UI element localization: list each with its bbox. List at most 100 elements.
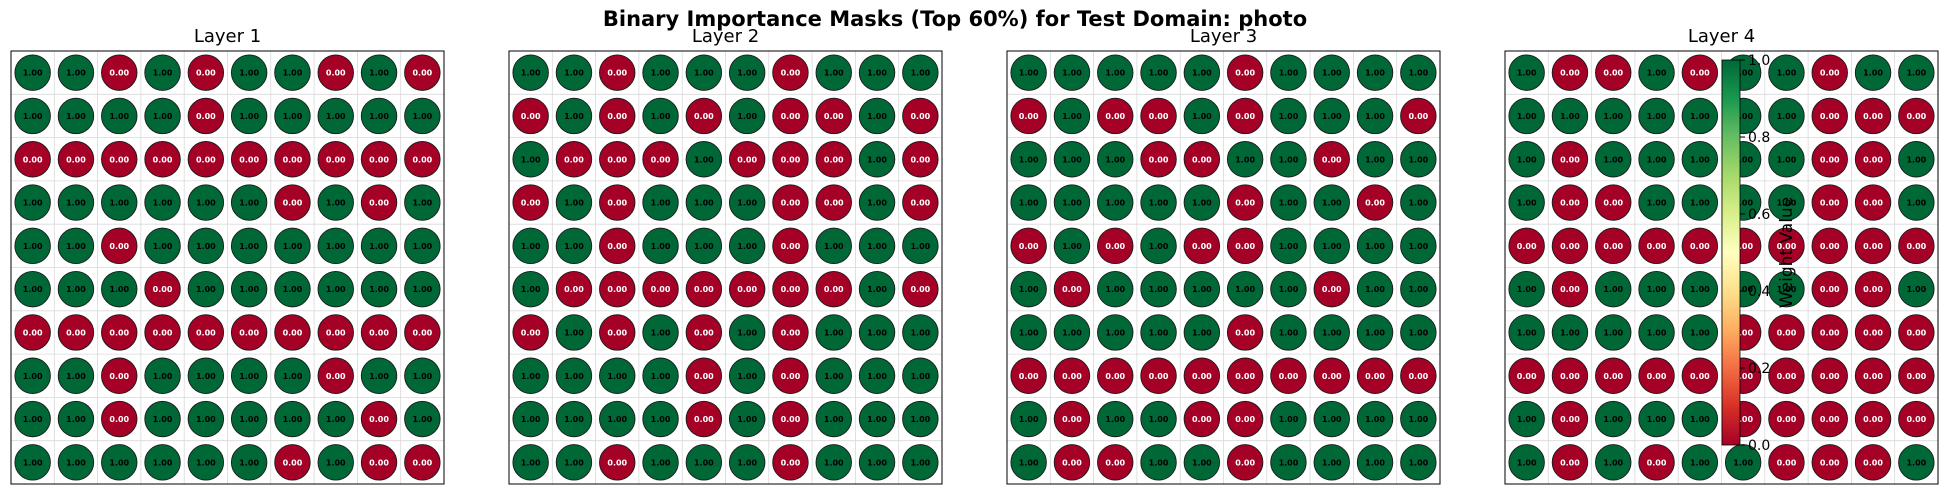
cell-value-label: 1.00 bbox=[1690, 328, 1710, 337]
mask-cell bbox=[685, 270, 723, 308]
mask-cell bbox=[1226, 97, 1264, 135]
cell-value-label: 1.00 bbox=[867, 155, 887, 164]
cell-value-label: 1.00 bbox=[1235, 285, 1255, 294]
mask-cell bbox=[274, 314, 311, 351]
cell-value-label: 1.00 bbox=[1777, 155, 1797, 164]
cell-value-label: 1.00 bbox=[1279, 285, 1299, 294]
mask-cell bbox=[815, 270, 852, 308]
cell-value-label: 1.00 bbox=[1647, 415, 1667, 424]
mask-cell bbox=[1010, 314, 1047, 351]
colorbar-tick-label: 0.6 bbox=[1748, 207, 1770, 223]
mask-cell bbox=[1768, 184, 1805, 221]
mask-cell bbox=[1270, 141, 1307, 178]
mask-cell bbox=[1854, 227, 1892, 265]
cell-value-label: 1.00 bbox=[1408, 458, 1428, 467]
mask-cell bbox=[101, 270, 138, 308]
mask-cell bbox=[1183, 184, 1221, 221]
cell-value-label: 1.00 bbox=[153, 372, 173, 381]
mask-cell bbox=[144, 357, 181, 394]
mask-cell bbox=[317, 184, 354, 221]
mask-cell bbox=[1400, 444, 1437, 481]
cell-value-label: 1.00 bbox=[1560, 328, 1580, 337]
colorbar-tick-label: 0.8 bbox=[1748, 130, 1770, 146]
cell-value-label: 0.00 bbox=[1517, 372, 1537, 381]
cell-value-label: 1.00 bbox=[1863, 69, 1883, 78]
mask-cell bbox=[1508, 184, 1545, 221]
cell-value-label: 1.00 bbox=[1733, 458, 1753, 467]
cell-value-label: 1.00 bbox=[564, 199, 584, 208]
cell-value-label: 0.00 bbox=[1192, 155, 1212, 164]
mask-cell bbox=[1551, 400, 1589, 438]
mask-cell bbox=[1226, 444, 1264, 481]
cell-value-label: 1.00 bbox=[1192, 458, 1212, 467]
cell-value-label: 0.00 bbox=[1235, 328, 1255, 337]
mask-cell bbox=[101, 227, 138, 265]
cell-value-label: 0.00 bbox=[1019, 112, 1039, 121]
cell-value-label: 1.00 bbox=[1365, 112, 1385, 121]
mask-cell bbox=[1270, 184, 1307, 221]
mask-cell bbox=[512, 270, 549, 308]
cell-value-label: 0.00 bbox=[1235, 69, 1255, 78]
mask-cell bbox=[1010, 54, 1047, 91]
mask-cell bbox=[1681, 97, 1719, 135]
cell-value-label: 1.00 bbox=[1062, 69, 1082, 78]
mask-cell bbox=[858, 227, 896, 265]
cell-value-label: 1.00 bbox=[1906, 155, 1926, 164]
cell-value-label: 1.00 bbox=[1647, 285, 1667, 294]
cell-value-label: 0.00 bbox=[1863, 458, 1883, 467]
mask-cell bbox=[230, 314, 268, 351]
mask-cell bbox=[1811, 184, 1848, 221]
mask-cell bbox=[57, 357, 95, 394]
cell-value-label: 1.00 bbox=[694, 155, 714, 164]
cell-value-label: 0.00 bbox=[607, 69, 627, 78]
cell-value-label: 0.00 bbox=[1105, 242, 1125, 251]
cell-value-label: 1.00 bbox=[521, 285, 541, 294]
mask-cell bbox=[360, 270, 398, 308]
cell-value-label: 1.00 bbox=[651, 112, 671, 121]
cell-value-label: 0.00 bbox=[1105, 372, 1125, 381]
mask-cell bbox=[1097, 400, 1134, 438]
cell-value-label: 0.00 bbox=[1906, 328, 1926, 337]
cell-value-label: 1.00 bbox=[1690, 199, 1710, 208]
cell-value-label: 0.00 bbox=[23, 328, 43, 337]
cell-value-label: 1.00 bbox=[153, 69, 173, 78]
mask-cell bbox=[317, 314, 354, 351]
cell-value-label: 0.00 bbox=[1322, 155, 1342, 164]
cell-value-label: 1.00 bbox=[1408, 155, 1428, 164]
cell-value-label: 1.00 bbox=[196, 242, 216, 251]
mask-cell bbox=[1898, 314, 1935, 351]
mask-cell bbox=[1638, 227, 1675, 265]
mask-cell bbox=[815, 141, 852, 178]
cell-value-label: 0.00 bbox=[781, 458, 801, 467]
cell-value-label: 0.00 bbox=[1235, 112, 1255, 121]
cell-value-label: 1.00 bbox=[1149, 242, 1169, 251]
mask-cell bbox=[902, 141, 939, 178]
cell-value-label: 1.00 bbox=[326, 285, 346, 294]
cell-value-label: 0.00 bbox=[1820, 328, 1840, 337]
cell-value-label: 0.00 bbox=[1560, 242, 1580, 251]
cell-value-label: 1.00 bbox=[1777, 199, 1797, 208]
cell-value-label: 0.00 bbox=[283, 199, 303, 208]
mask-cell bbox=[902, 227, 939, 265]
mask-cell bbox=[57, 314, 95, 351]
mask-cell bbox=[360, 444, 398, 481]
mask-cell bbox=[1097, 444, 1134, 481]
cell-value-label: 1.00 bbox=[239, 112, 259, 121]
cell-value-label: 0.00 bbox=[694, 415, 714, 424]
mask-cell bbox=[404, 227, 441, 265]
cell-value-label: 1.00 bbox=[1192, 112, 1212, 121]
cell-value-label: 0.00 bbox=[564, 155, 584, 164]
mask-cell bbox=[728, 227, 766, 265]
mask-cell bbox=[642, 400, 679, 438]
mask-cell bbox=[144, 54, 181, 91]
mask-cell bbox=[1854, 400, 1892, 438]
mask-cell bbox=[685, 54, 723, 91]
mask-cell bbox=[1638, 400, 1675, 438]
mask-cell bbox=[1140, 227, 1177, 265]
colorbar-scale bbox=[1721, 59, 1741, 446]
mask-cell bbox=[685, 227, 723, 265]
cell-value-label: 1.00 bbox=[1019, 285, 1039, 294]
cell-value-label: 0.00 bbox=[1235, 372, 1255, 381]
cell-value-label: 1.00 bbox=[564, 242, 584, 251]
mask-cell bbox=[1400, 227, 1437, 265]
